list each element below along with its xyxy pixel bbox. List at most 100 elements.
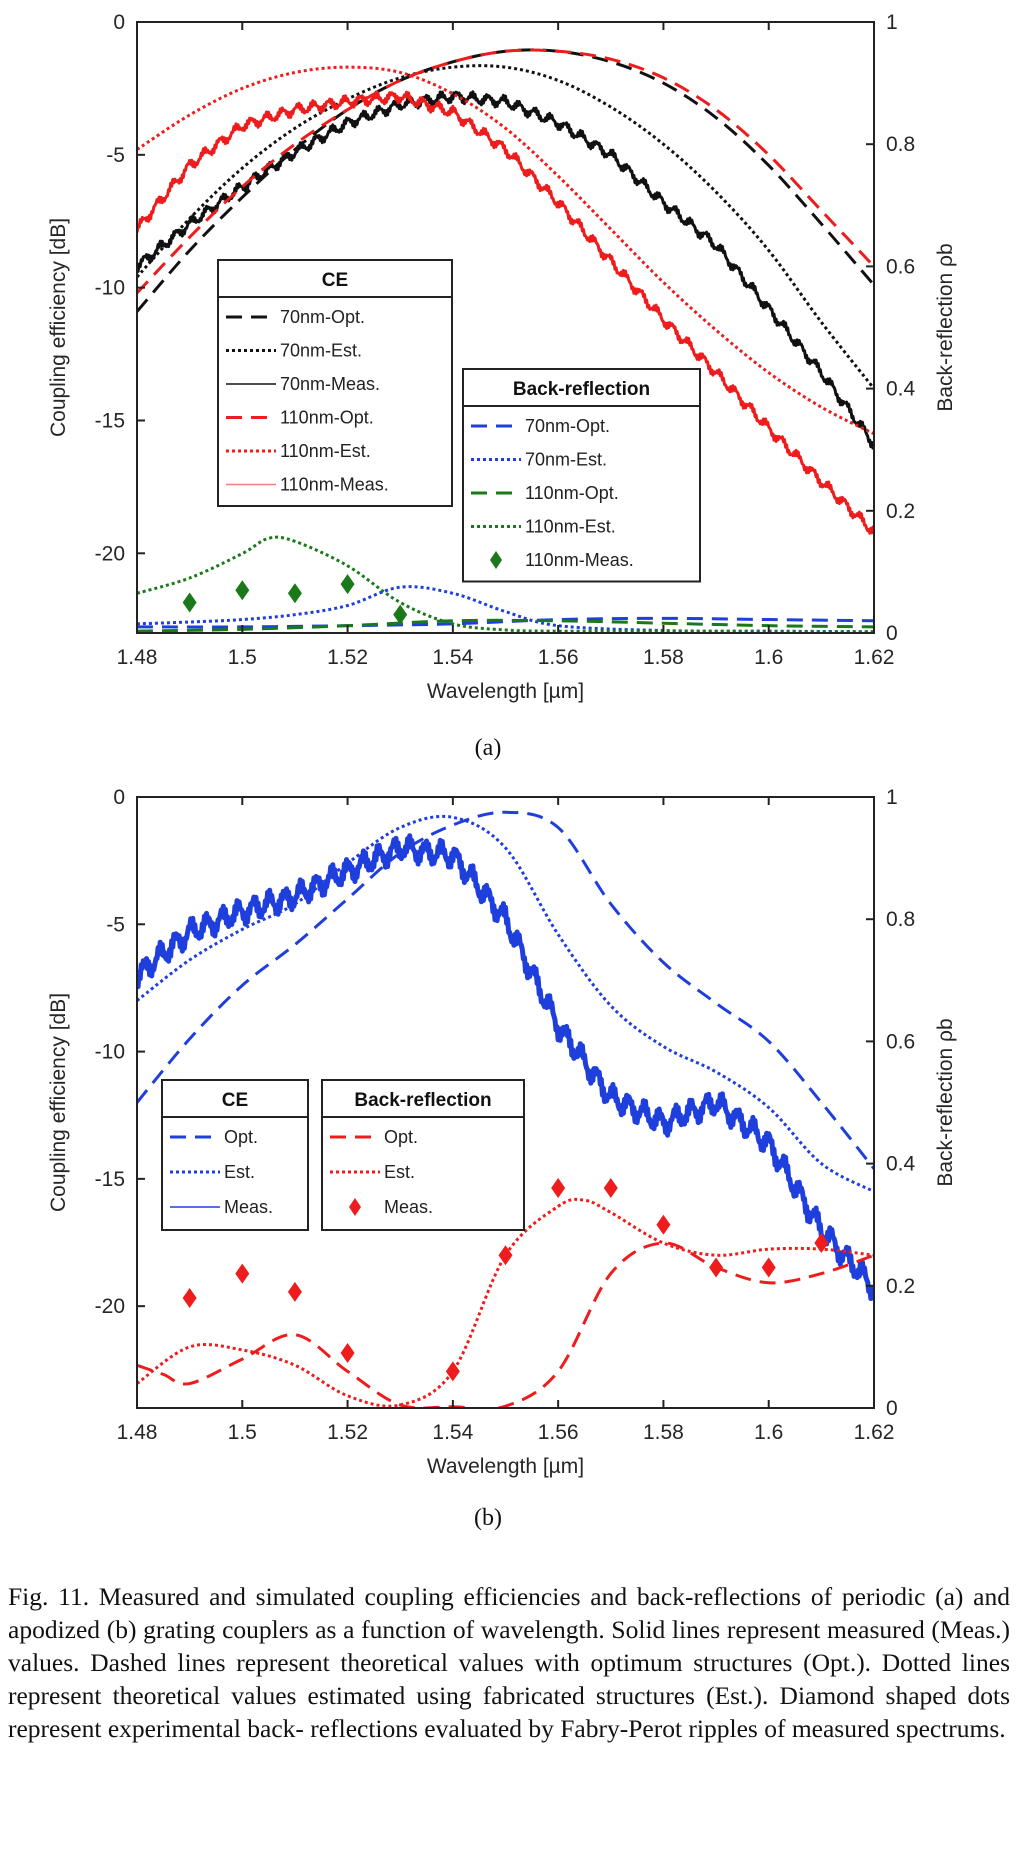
x-tick-label: 1.5 [228,646,257,669]
series-br-opt [137,1241,874,1408]
panel-label: (b) [474,1505,502,1531]
legend-entry-label: 70nm-Est. [525,450,607,470]
x-tick-label: 1.48 [117,1421,158,1444]
legend-title: CE [222,1090,248,1111]
y-left-tick-label: -5 [106,913,125,936]
data-point [287,1281,302,1302]
series-br-110nm-meas [182,574,408,625]
y-right-tick-label: 0.6 [886,1030,915,1053]
x-tick-label: 1.54 [432,646,473,669]
y-left-tick-label: -10 [95,277,125,300]
series-br-meas [182,1178,829,1382]
legend-entry-label: 110nm-Est. [280,441,371,461]
legend-entry-label: Meas. [384,1197,433,1217]
legend-entry-label: Meas. [224,1197,273,1217]
x-tick-label: 1.6 [754,646,783,669]
y-left-axis-label: Coupling efficiency [dB] [47,218,70,437]
plot-area [137,48,874,633]
legend-back-reflection: Back-reflection Opt. Est. Meas. [321,1079,525,1231]
x-tick-label: 1.52 [327,646,368,669]
chart-panel-a: 1.48 1.5 1.52 1.54 1.56 1.58 1.6 1.620-5-10-15-… [47,11,957,761]
y-right-tick-label: 0.4 [886,378,916,401]
y-right-tick-label: 0 [886,1397,898,1420]
data-point [182,1288,197,1309]
x-tick-label: 1.5 [228,1421,257,1444]
y-right-tick-label: 0.2 [886,1275,915,1298]
series-br-est [137,1197,874,1408]
y-right-tick-label: 0.8 [886,908,915,931]
data-point [656,1214,671,1235]
data-point [603,1178,618,1199]
y-left-tick-label: -15 [95,1168,125,1191]
y-left-tick-label: -5 [106,144,125,167]
x-tick-label: 1.58 [643,646,684,669]
series-meas [137,833,874,1301]
y-right-tick-label: 0.6 [886,255,915,278]
legend-entry-label: 70nm-Meas. [280,374,380,394]
x-tick-label: 1.56 [538,1421,579,1444]
legend-entry-label: Opt. [384,1127,418,1147]
x-tick-label: 1.56 [538,646,579,669]
legend-marker [349,1198,361,1216]
x-tick-label: 1.52 [327,1421,368,1444]
legend-title: Back-reflection [513,379,650,400]
series-110nm-meas [137,90,874,535]
legend-ce: CE 70nm-Opt. 70nm-Est. 70nm-Meas. 110nm-Opt.… [217,259,453,507]
y-left-tick-label: -20 [95,542,125,565]
y-left-axis-label: Coupling efficiency [dB] [47,993,70,1212]
series-110nm-est [137,65,874,436]
legend-ce: CE Opt. Est. Meas. [161,1079,309,1231]
chart-panel-b: 1.48 1.5 1.52 1.54 1.56 1.58 1.6 1.620-5-10-15-… [47,786,957,1531]
y-right-axis-label: Back-reflection ρb [934,243,957,411]
legend-entry-label: 110nm-Est. [525,517,616,537]
series-70nm-meas [137,90,874,450]
panel-label: (a) [475,735,502,761]
data-point [235,1263,250,1284]
y-right-tick-label: 0.4 [886,1153,916,1176]
axes-frame [136,796,875,1409]
axes-frame [136,21,875,634]
legend-entry-label: 70nm-Opt. [525,416,610,436]
legend-entry-label: 70nm-Opt. [280,307,365,327]
y-right-tick-label: 0 [886,622,898,645]
data-point [709,1257,724,1278]
data-point [551,1178,566,1199]
data-point [498,1245,513,1266]
series-br-70nm-est [137,585,874,633]
x-tick-label: 1.58 [643,1421,684,1444]
legend-box [217,259,453,507]
data-point [393,604,408,625]
x-tick-label: 1.6 [754,1421,783,1444]
y-right-tick-label: 0.2 [886,500,915,523]
y-right-tick-label: 0.8 [886,133,915,156]
series-opt [137,810,874,1170]
series-110nm-opt [137,48,874,294]
legend-back-reflection: Back-reflection 70nm-Opt. 70nm-Est. 110nm-O… [462,368,701,583]
data-point [340,1343,355,1364]
y-right-tick-label: 1 [886,11,898,34]
x-tick-label: 1.62 [854,1421,895,1444]
legend-title: CE [322,270,348,291]
data-point [235,580,250,601]
figure-caption: Fig. 11. Measured and simulated coupling… [8,1582,1010,1743]
series-br-110nm-est [137,535,874,633]
legend-box [462,368,701,583]
legend-marker [490,551,502,569]
legend-entry-label: 110nm-Opt. [525,483,619,503]
x-tick-label: 1.48 [117,646,158,669]
legend-entry-label: 70nm-Est. [280,341,362,361]
legend-entry-label: Est. [224,1162,255,1182]
y-left-tick-label: -20 [95,1295,125,1318]
y-right-tick-label: 1 [886,786,898,809]
legend-title: Back-reflection [354,1090,491,1111]
plot-area [137,810,874,1408]
legend-box [161,1079,309,1231]
y-left-tick-label: 0 [113,786,125,809]
legend-entry-label: Est. [384,1162,415,1182]
y-left-tick-label: -15 [95,409,125,432]
legend-entry-label: 110nm-Meas. [280,475,389,495]
data-point [182,592,197,613]
x-axis-label: Wavelength [µm] [427,1455,584,1478]
data-point [340,574,355,595]
